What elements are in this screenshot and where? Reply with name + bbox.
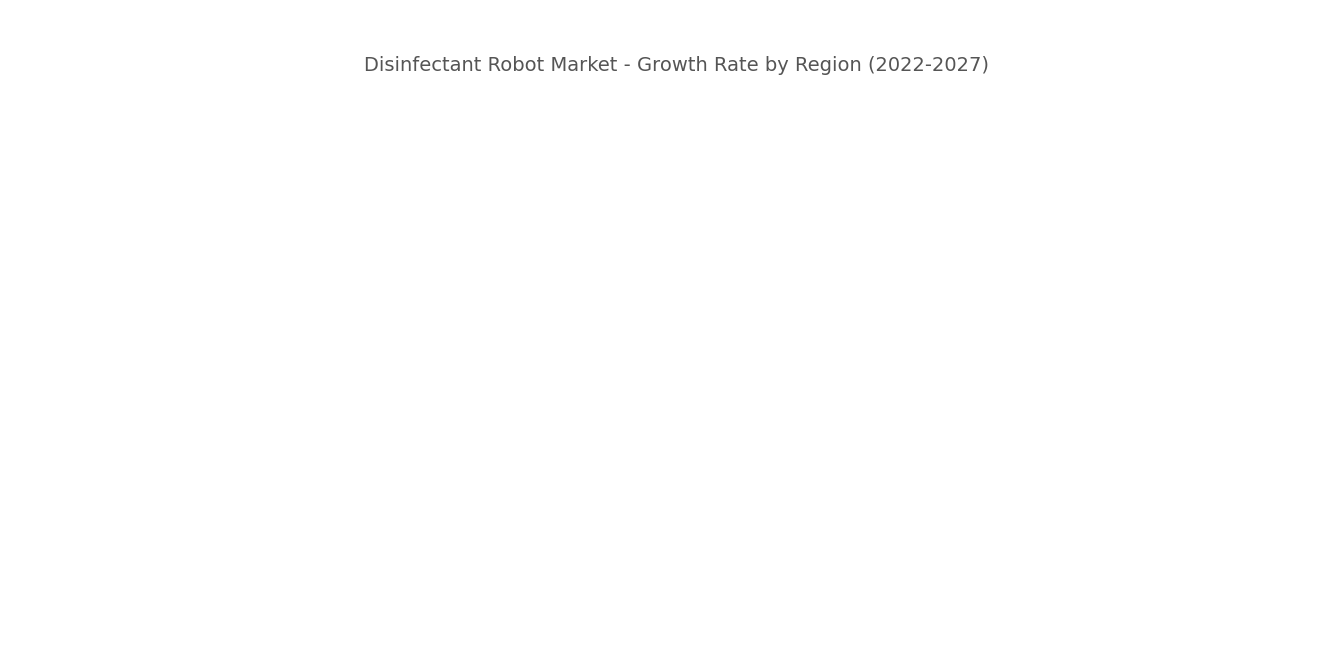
Title: Disinfectant Robot Market - Growth Rate by Region (2022-2027): Disinfectant Robot Market - Growth Rate … xyxy=(364,57,989,75)
